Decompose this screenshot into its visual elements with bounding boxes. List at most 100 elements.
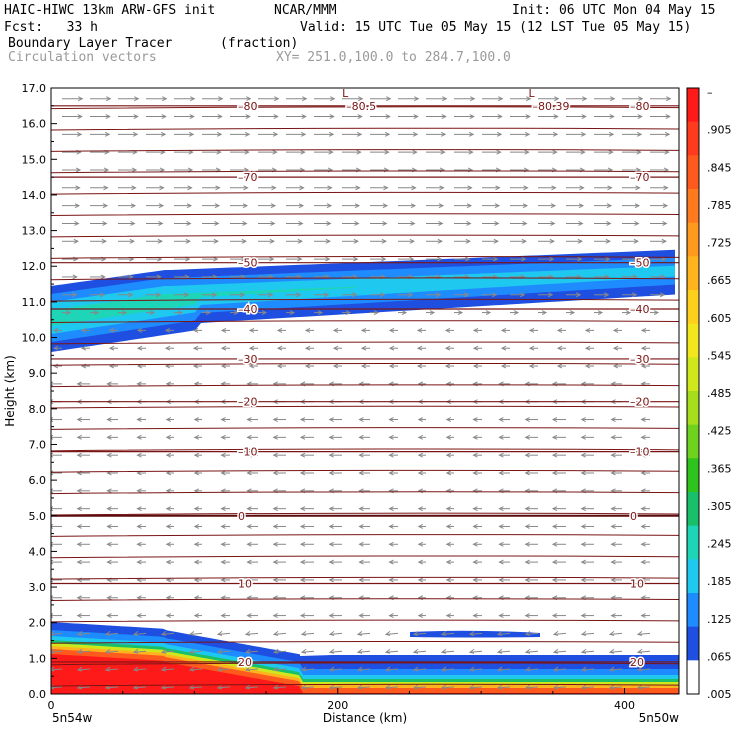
wind-vector [245, 650, 259, 653]
wind-vector-head [470, 96, 476, 102]
wind-vector-head [220, 363, 227, 369]
wind-vector [301, 668, 315, 671]
wind-vector-head [640, 541, 646, 547]
wind-vector-head [416, 345, 423, 351]
wind-vector-head [211, 292, 218, 298]
wind-vector [357, 686, 371, 689]
wind-vector [385, 686, 399, 689]
colorbar-swatch [687, 88, 699, 123]
wind-vector [105, 686, 119, 689]
wind-vector-head [612, 327, 619, 333]
wind-vector-head [524, 452, 530, 458]
contour-label: –30 [238, 353, 258, 366]
wind-vector-head [580, 684, 587, 690]
wind-vector [273, 632, 287, 635]
wind-vector-head [328, 541, 334, 547]
wind-vector-head [493, 238, 499, 244]
wind-vector [133, 650, 147, 653]
wind-vector-head [582, 96, 588, 102]
wind-vector-head [551, 577, 558, 583]
wind-vector-head [297, 256, 303, 262]
wind-vector-head [438, 221, 444, 226]
wind-vector [609, 686, 623, 689]
wind-vector-head [328, 577, 334, 583]
temperature-contour [51, 662, 679, 666]
model-title: HAIC-HIWC 13km ARW-GFS init [4, 3, 216, 18]
field-name: Boundary Layer Tracer [8, 36, 173, 51]
wind-vector-head [326, 203, 333, 209]
wind-vector-head [524, 613, 530, 619]
wind-vector-head [165, 434, 172, 440]
wind-vector-head [76, 506, 82, 512]
wind-vector-head [186, 203, 193, 209]
wind-vector-head [272, 506, 278, 512]
wind-vector-head [246, 613, 252, 619]
wind-vector-head [192, 345, 199, 351]
wind-vector-head [445, 541, 452, 547]
wind-vector-head [633, 256, 639, 262]
wind-vector-head [472, 363, 479, 369]
wind-vector-head [327, 185, 333, 191]
wind-vector-head [388, 363, 395, 369]
wind-vector-head [156, 274, 162, 280]
wind-vector-head [165, 452, 172, 458]
wind-vector-head [244, 684, 251, 690]
wind-vector-head [526, 96, 532, 102]
wind-vector-head [272, 417, 278, 422]
wind-vector-head [193, 541, 200, 547]
wind-vector-head [500, 327, 507, 333]
colorbar-label: .665 [707, 274, 732, 287]
wind-vector-head [612, 363, 619, 369]
wind-vector-head [640, 524, 646, 529]
wind-vector-head [577, 256, 583, 262]
field-units: (fraction) [220, 36, 299, 51]
wind-vector-head [106, 488, 112, 494]
wind-vector-head [580, 470, 586, 476]
temperature-contour [51, 341, 679, 345]
wind-vector [189, 632, 203, 635]
wind-vector-head [610, 524, 616, 529]
wind-vector-head [580, 648, 587, 654]
contour-label: –50 [238, 257, 258, 270]
colorbar-label: .005 [707, 688, 732, 701]
wind-vector-head [193, 559, 200, 565]
wind-vector-head [106, 595, 112, 601]
wind-vector-head [584, 327, 591, 333]
wind-vector [497, 686, 511, 689]
wind-vector-head [136, 595, 142, 601]
wind-vector-head [218, 96, 224, 102]
wind-vector-head [521, 238, 527, 244]
wind-vector-head [220, 577, 226, 583]
wind-vector [609, 650, 623, 653]
wind-vector-head [472, 345, 479, 351]
wind-vector-head [269, 238, 275, 244]
wind-vector [77, 632, 91, 635]
wind-vector-head [193, 434, 200, 440]
wind-vector-head [73, 238, 79, 244]
wind-vector [105, 632, 119, 635]
wind-vector-head [580, 524, 586, 529]
wind-vector-head [128, 274, 134, 280]
wind-vector-head [244, 666, 251, 672]
y-tick-label: 3.0 [29, 581, 47, 594]
wind-vector-head [463, 292, 470, 298]
low-marker: L [528, 87, 535, 100]
wind-vector-head [299, 541, 306, 547]
colorbar-swatch [687, 559, 699, 594]
colorbar-label: .845 [707, 161, 732, 174]
wind-vector [51, 632, 63, 635]
wind-vector-head [272, 666, 279, 672]
wind-vector-head [552, 684, 559, 690]
y-tick-label: 2.0 [29, 617, 47, 630]
wind-vector [77, 650, 91, 653]
wind-vector-head [608, 684, 615, 690]
wind-vector-head [51, 417, 54, 422]
wind-vector-head [136, 559, 142, 565]
wind-vector-head [106, 452, 112, 458]
wind-vector-head [272, 149, 278, 155]
wind-vector-head [328, 631, 335, 636]
wind-vector-head [640, 363, 647, 369]
wind-vector-head [216, 684, 223, 690]
wind-vector [385, 650, 399, 653]
wind-vector-head [76, 613, 82, 619]
